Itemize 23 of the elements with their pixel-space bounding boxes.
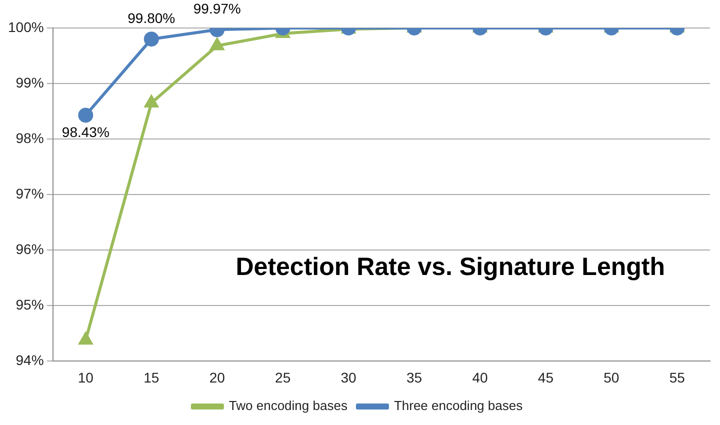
x-tick-label: 20 [209,369,226,386]
x-tick-label: 40 [472,369,488,386]
data-label: 98.43% [62,124,110,140]
y-tick-label: 97% [16,185,44,202]
legend-label: Three encoding bases [394,398,524,414]
y-tick-label: 94% [16,352,44,368]
y-tick-label: 95% [16,296,44,313]
x-tick-label: 15 [144,369,160,386]
text: Detection Rate vs. Signature Length [236,252,665,281]
y-tick-label: 100% [8,18,44,35]
y-tick-label: 96% [16,240,44,257]
x-tick-label: 45 [538,369,554,386]
x-tick-label: 10 [78,369,94,386]
x-tick-label: 25 [275,369,291,386]
legend-label: Two encoding bases [228,398,348,414]
x-tick-label: 55 [669,369,686,386]
x-tick-label: 50 [604,369,620,386]
x-tick-label: 35 [406,369,422,386]
y-tick-label: 98% [16,130,44,146]
y-tick-label: 99% [16,74,44,90]
data-label: 99.80% [128,10,176,26]
data-label: 99.97% [193,0,241,17]
x-tick-label: 30 [340,369,357,386]
